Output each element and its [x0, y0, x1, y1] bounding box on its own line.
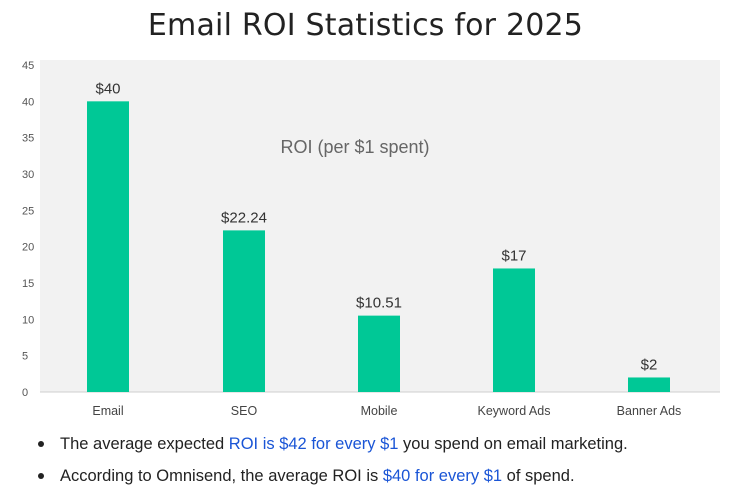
y-tick-labels: 0 5 10 15 20 25 30 35 40 45 — [22, 60, 34, 399]
chart-annotation: ROI (per $1 spent) — [280, 137, 429, 157]
bars — [87, 101, 670, 393]
y-tick-label: 15 — [22, 278, 34, 290]
bullet-item: According to Omnisend, the average ROI i… — [30, 462, 628, 494]
x-tick-label: Mobile — [361, 404, 398, 418]
value-label: $40 — [95, 80, 120, 97]
y-tick-label: 20 — [22, 242, 34, 254]
value-label: $17 — [501, 247, 526, 264]
page-title: Email ROI Statistics for 2025 — [147, 8, 584, 43]
y-tick-label: 10 — [22, 314, 34, 326]
x-tick-label: SEO — [231, 404, 258, 418]
y-tick-label: 45 — [22, 60, 34, 72]
bar — [628, 377, 670, 392]
y-tick-label: 5 — [22, 351, 28, 363]
y-tick-label: 40 — [22, 96, 34, 108]
y-tick-label: 25 — [22, 205, 34, 217]
bullet-text: The average expected — [60, 435, 229, 453]
value-label: $10.51 — [356, 295, 402, 312]
bar — [223, 230, 265, 392]
x-tick-label: Banner Ads — [617, 404, 682, 418]
y-tick-label: 30 — [22, 169, 34, 181]
x-tick-labels: Email SEO Mobile Keyword Ads Banner Ads — [92, 404, 681, 418]
value-label: $22.24 — [221, 209, 267, 226]
bullet-list: The average expected ROI is $42 for ever… — [30, 430, 628, 494]
x-tick-label: Keyword Ads — [478, 404, 551, 418]
bullet-text: According to Omnisend, the average ROI i… — [60, 467, 383, 485]
bullet-text: of spend. — [502, 467, 575, 485]
x-tick-label: Email — [92, 404, 123, 418]
y-tick-label: 35 — [22, 133, 34, 145]
y-tick-label: 0 — [22, 387, 28, 399]
bullet-text: you spend on email marketing. — [398, 435, 628, 453]
value-labels: $40 $22.24 $10.51 $17 $2 — [95, 80, 657, 373]
bullet-item: The average expected ROI is $42 for ever… — [30, 430, 628, 462]
bullet-highlight-link[interactable]: $40 for every $1 — [382, 467, 503, 485]
bar — [358, 315, 400, 392]
bar — [493, 268, 535, 392]
bar — [87, 101, 129, 393]
bullet-highlight-link[interactable]: ROI is $42 for every $1 — [228, 435, 399, 453]
value-label: $2 — [641, 356, 658, 373]
